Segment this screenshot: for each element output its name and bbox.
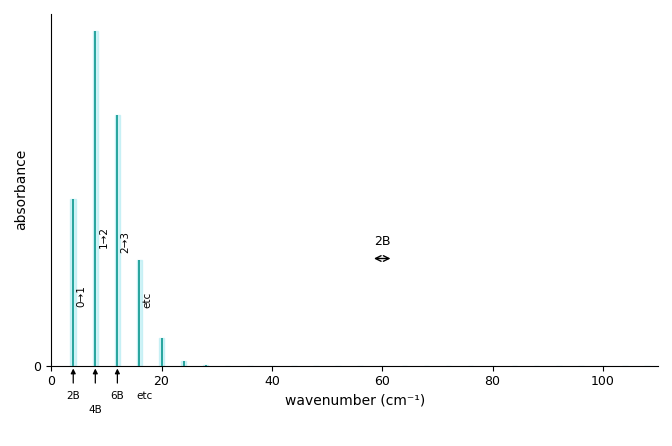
Text: 2B: 2B bbox=[374, 235, 390, 248]
Y-axis label: absorbance: absorbance bbox=[14, 149, 28, 231]
Text: 2→3: 2→3 bbox=[121, 231, 130, 253]
Text: 1→2: 1→2 bbox=[99, 227, 109, 248]
Text: 0→1: 0→1 bbox=[77, 285, 87, 307]
Text: etc: etc bbox=[136, 391, 153, 401]
Text: 4B: 4B bbox=[89, 405, 102, 415]
Text: etc: etc bbox=[142, 291, 153, 308]
X-axis label: wavenumber (cm⁻¹): wavenumber (cm⁻¹) bbox=[284, 394, 425, 408]
Text: 2B: 2B bbox=[67, 391, 80, 401]
Text: 6B: 6B bbox=[110, 391, 124, 401]
